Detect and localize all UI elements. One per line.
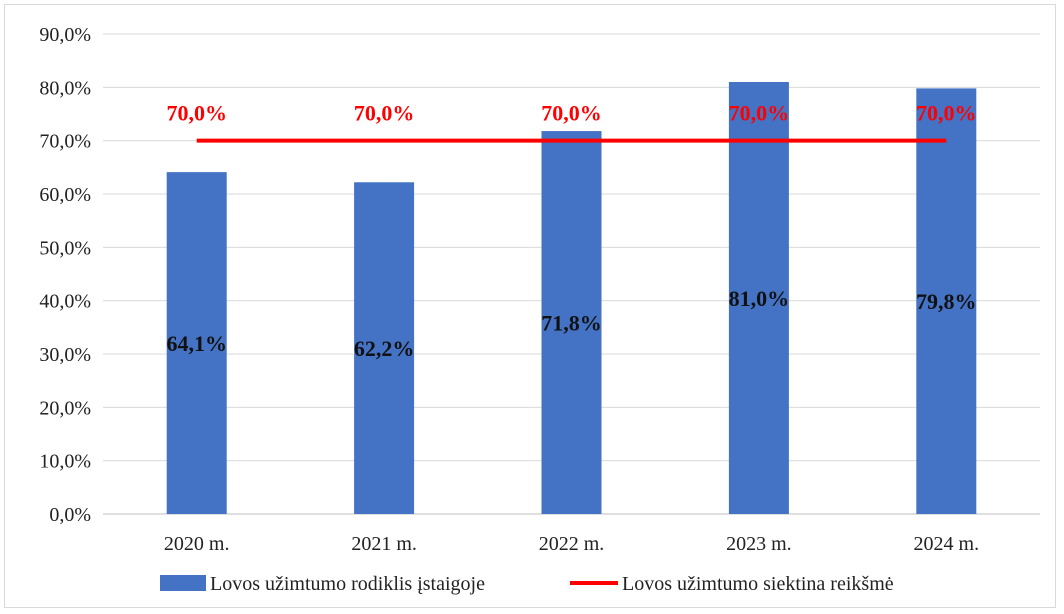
- bar-data-label: 71,8%: [541, 311, 602, 336]
- gridlines: [103, 33, 1040, 515]
- y-tick-label: 80,0%: [39, 77, 91, 99]
- y-tick-label: 0,0%: [49, 504, 91, 526]
- bar: [166, 172, 227, 514]
- bar: [728, 82, 789, 514]
- x-category-label: 2022 m.: [539, 533, 605, 555]
- legend-line-label: Lovos užimtumo siektina reikšmė: [622, 573, 894, 595]
- bar: [354, 182, 415, 514]
- y-tick-label: 60,0%: [39, 184, 91, 206]
- target-data-label: 70,0%: [354, 101, 415, 126]
- bar-data-label: 62,2%: [354, 336, 415, 361]
- y-tick-label: 40,0%: [39, 291, 91, 313]
- y-tick-label: 20,0%: [39, 397, 91, 419]
- bar: [916, 88, 977, 515]
- bar: [541, 131, 602, 515]
- target-data-label: 70,0%: [166, 101, 227, 126]
- target-data-label: 70,0%: [541, 101, 602, 126]
- bar-series: [166, 82, 977, 515]
- bar-data-label: 81,0%: [729, 286, 790, 311]
- legend-bar-swatch: [160, 575, 206, 591]
- x-category-label: 2020 m.: [164, 533, 230, 555]
- x-category-label: 2021 m.: [351, 533, 417, 555]
- y-tick-label: 70,0%: [39, 131, 91, 153]
- legend: Lovos užimtumo rodiklis įstaigoje Lovos …: [160, 573, 894, 595]
- data-labels: 64,1% 62,2% 71,8% 81,0% 79,8% 70,0% 70,0% 70,0%…: [166, 101, 976, 361]
- y-tick-label: 10,0%: [39, 451, 91, 473]
- target-data-label: 70,0%: [729, 101, 790, 126]
- x-axis-categories: 2020 m. 2021 m. 2022 m. 2023 m. 2024 m.: [164, 533, 979, 555]
- bar-data-label: 64,1%: [166, 331, 227, 356]
- y-tick-label: 30,0%: [39, 344, 91, 366]
- y-axis-ticks: 0,0% 10,0% 20,0% 30,0% 40,0% 50,0% 60,0% 70,0% 8…: [39, 24, 91, 526]
- bar-data-label: 79,8%: [916, 289, 977, 314]
- target-data-label: 70,0%: [916, 101, 977, 126]
- legend-bar-label: Lovos užimtumo rodiklis įstaigoje: [210, 573, 485, 595]
- y-tick-label: 50,0%: [39, 237, 91, 259]
- x-category-label: 2023 m.: [726, 533, 792, 555]
- x-category-label: 2024 m.: [914, 533, 980, 555]
- y-tick-label: 90,0%: [39, 24, 91, 46]
